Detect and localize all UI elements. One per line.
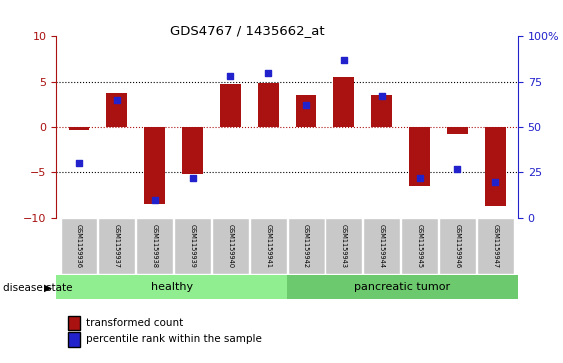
Bar xyxy=(439,219,476,273)
Text: GSM1159943: GSM1159943 xyxy=(341,224,347,268)
Point xyxy=(226,73,235,79)
Point xyxy=(302,102,311,108)
Text: percentile rank within the sample: percentile rank within the sample xyxy=(86,334,261,344)
Text: healthy: healthy xyxy=(151,282,193,292)
Bar xyxy=(61,219,97,273)
Text: GSM1159938: GSM1159938 xyxy=(151,224,158,268)
Bar xyxy=(333,77,354,127)
Bar xyxy=(372,95,392,127)
Bar xyxy=(212,219,249,273)
Bar xyxy=(477,219,513,273)
Bar xyxy=(287,275,518,299)
Bar xyxy=(250,219,287,273)
Bar xyxy=(447,127,468,134)
Text: pancreatic tumor: pancreatic tumor xyxy=(355,282,450,292)
Text: GSM1159945: GSM1159945 xyxy=(417,224,423,268)
Text: GSM1159944: GSM1159944 xyxy=(379,224,385,268)
Point xyxy=(377,93,386,99)
Text: transformed count: transformed count xyxy=(86,318,183,328)
Point xyxy=(263,70,272,76)
Point xyxy=(188,175,197,181)
Point xyxy=(453,166,462,172)
Bar xyxy=(485,127,506,206)
Bar xyxy=(144,127,165,204)
Text: GSM1159942: GSM1159942 xyxy=(303,224,309,268)
Text: GSM1159936: GSM1159936 xyxy=(76,224,82,268)
Point xyxy=(150,197,159,203)
Bar xyxy=(288,219,324,273)
Bar xyxy=(69,127,90,130)
Bar xyxy=(258,82,279,127)
Bar xyxy=(325,219,363,273)
Bar xyxy=(182,127,203,174)
Point xyxy=(339,57,348,63)
Point xyxy=(74,160,83,166)
Bar xyxy=(296,95,316,127)
Bar xyxy=(401,219,438,273)
Text: GSM1159940: GSM1159940 xyxy=(227,224,234,268)
Bar xyxy=(409,127,430,186)
Text: GSM1159937: GSM1159937 xyxy=(114,224,120,268)
Point xyxy=(415,175,424,181)
Text: GSM1159946: GSM1159946 xyxy=(454,224,461,268)
Bar xyxy=(363,219,400,273)
Text: GDS4767 / 1435662_at: GDS4767 / 1435662_at xyxy=(171,24,325,37)
Point xyxy=(491,179,500,184)
Point xyxy=(113,97,122,103)
Bar xyxy=(174,219,211,273)
Bar xyxy=(99,219,135,273)
Text: GSM1159941: GSM1159941 xyxy=(265,224,271,268)
Bar xyxy=(220,85,241,127)
Text: GSM1159947: GSM1159947 xyxy=(492,224,498,268)
Bar xyxy=(56,275,287,299)
Text: GSM1159939: GSM1159939 xyxy=(190,224,195,268)
Bar xyxy=(106,93,127,127)
Bar xyxy=(136,219,173,273)
Text: disease state: disease state xyxy=(3,283,72,293)
Text: ▶: ▶ xyxy=(44,283,52,293)
